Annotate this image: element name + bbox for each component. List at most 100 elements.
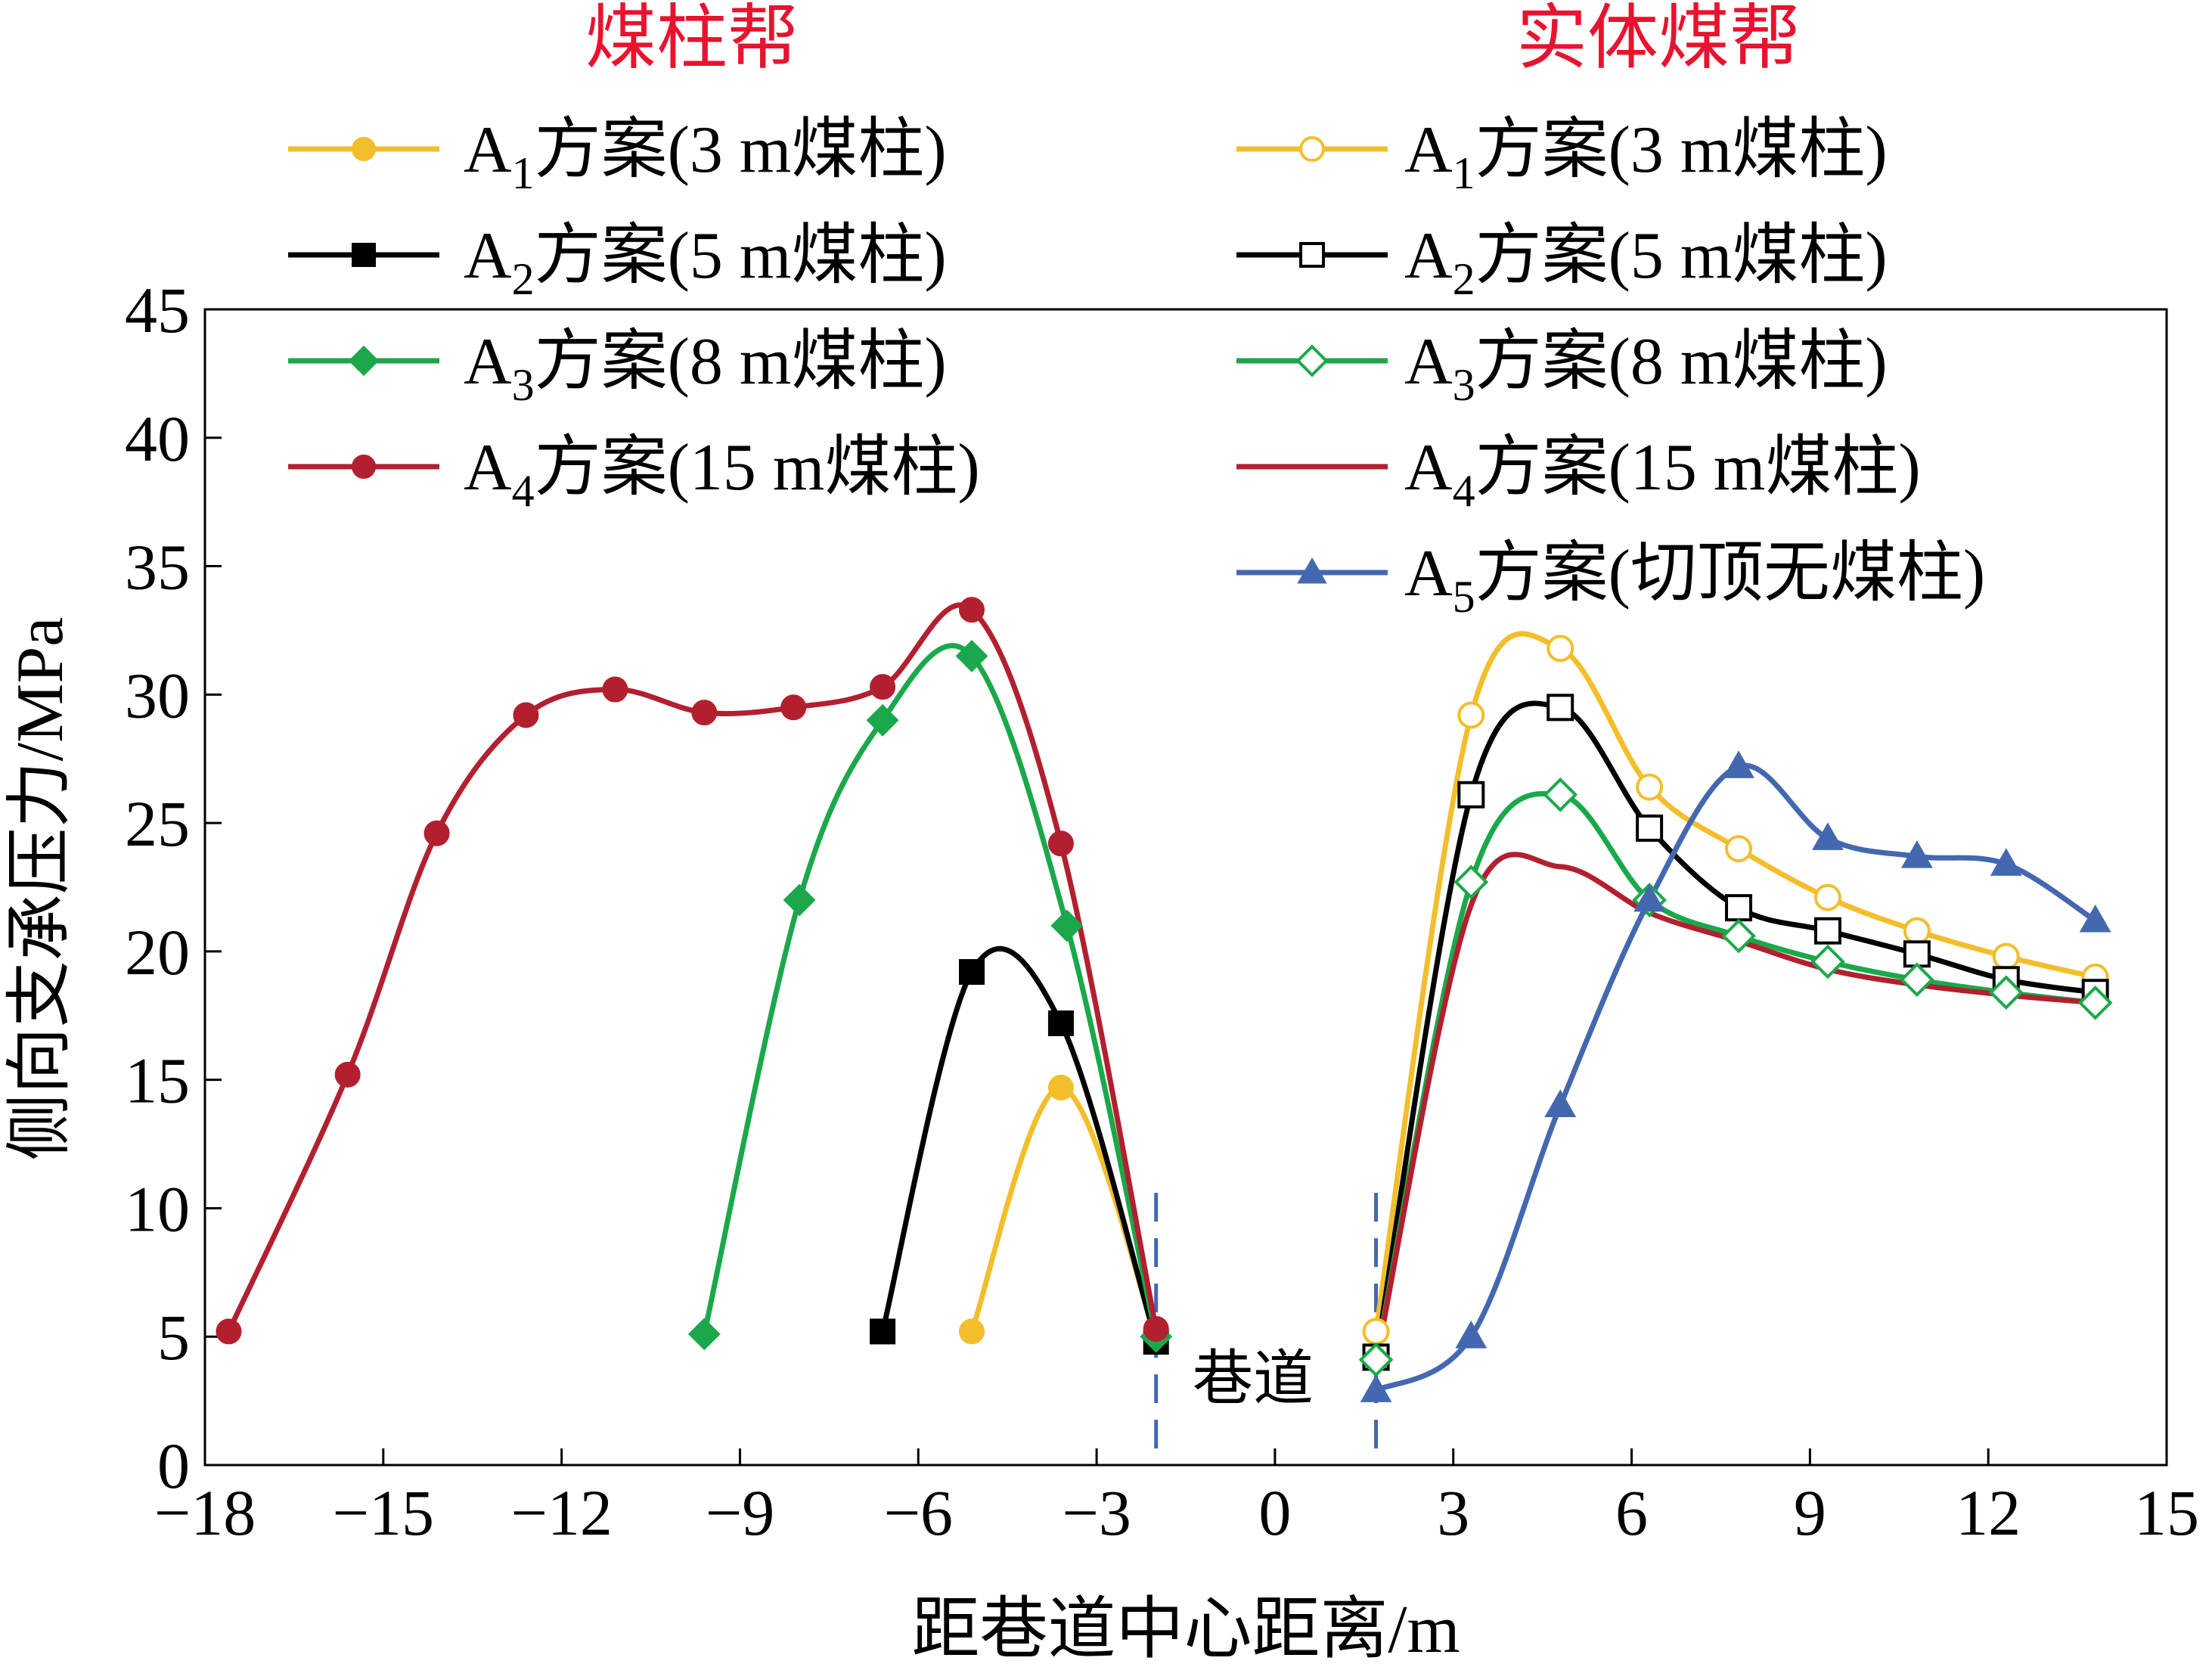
data-point-A1-solid [1636,773,1664,801]
legend-marker-A3-pillar [348,345,380,377]
data-point-A5-solid [1455,1321,1488,1349]
y-tick-label: 25 [125,787,190,860]
roadway-bounds [1154,1193,1379,1457]
y-tick-label: 5 [157,1301,190,1374]
data-point-A3-solid [1900,962,1934,998]
legend-label-A3-pillar: A3方案(8 m煤柱) [464,325,947,410]
series-curves [226,602,2097,1393]
y-tick-label: 40 [125,402,190,475]
legend-label-A1-solid: A1方案(3 m煤柱) [1404,113,1888,198]
data-point-A1-solid [1362,1318,1390,1346]
data-point-A4-pillar [334,1061,361,1088]
data-point-A4-pillar [602,676,628,703]
data-point-A4-pillar [780,694,807,721]
data-point-A5-solid [1723,750,1754,778]
data-point-A1-solid [1457,701,1485,729]
data-point-A4-pillar [1047,830,1074,857]
data-point-A4-pillar [959,597,985,623]
series-line-A5-solid [1374,762,2097,1393]
legend-label-A1-pillar: A1方案(3 m煤柱) [464,113,947,198]
legend-marker-A1-pillar [352,137,376,161]
series-line-A2-pillar [880,945,1159,1343]
data-point-A1-solid [1903,917,1931,945]
y-tick-label: 35 [125,531,190,604]
legend-marker-A4-pillar [352,455,376,479]
y-tick-label: 10 [125,1172,190,1245]
data-point-A3-pillar [687,1318,721,1351]
x-tick-label: 0 [1258,1476,1291,1549]
data-point-A2-pillar [1047,1010,1074,1036]
series-markers [216,597,2113,1402]
x-tick-label: 6 [1615,1476,1648,1549]
data-point-A2-solid [1457,781,1485,809]
legend-marker-A1-solid [1299,136,1325,162]
right-group-title: 实体煤帮 [1516,0,1801,78]
legend-marker-A2-pillar [352,243,376,267]
data-point-A5-solid [1544,1089,1577,1118]
legend-label-A5-solid: A5方案(切顶无煤柱) [1404,537,1985,622]
legend-label-A4-solid: A4方案(15 m煤柱) [1404,431,1921,516]
data-point-A2-solid [1813,917,1841,945]
x-tick-label: 15 [2134,1476,2199,1549]
data-point-A1-solid [1725,835,1753,863]
roadway-label: 巷道 [1193,1346,1314,1413]
x-tick-label: 12 [1956,1476,2021,1549]
x-tick-label: 3 [1437,1476,1469,1549]
x-axis-title: 距巷道中心距离/m [911,1592,1460,1667]
y-tick-label: 15 [125,1045,190,1117]
x-tick-label: −3 [1062,1476,1131,1549]
data-point-A5-solid [2079,904,2111,933]
x-tick-label: 9 [1794,1476,1826,1549]
data-point-A1-pillar [1047,1074,1074,1100]
data-point-A3-solid [2077,985,2113,1020]
y-tick-label: 45 [125,274,190,346]
x-tick-label: −15 [333,1476,435,1549]
data-point-A3-solid [1988,975,2024,1010]
data-point-A3-solid [1453,865,1489,900]
data-point-A5-solid [1360,1374,1392,1402]
legend-label-A3-solid: A3方案(8 m煤柱) [1404,325,1888,410]
data-point-A5-solid [1812,822,1844,850]
x-tick-label: −12 [510,1476,613,1549]
left-group-title: 煤柱帮 [585,0,799,78]
data-point-A2-pillar [870,1318,896,1345]
data-point-A1-pillar [959,1318,985,1345]
data-point-A4-pillar [870,674,896,700]
data-point-A2-solid [1725,894,1753,922]
data-point-A5-solid [1900,840,1933,868]
legend-label-A2-pillar: A2方案(5 m煤柱) [464,219,947,304]
y-tick-label: 0 [157,1430,190,1502]
series-line-A3-pillar [701,643,1159,1337]
data-point-A2-solid [1636,814,1664,842]
data-point-A5-solid [1990,848,2022,876]
legend-right: A1方案(3 m煤柱) A2方案(5 m煤柱) A3方案(8 m煤柱) A4方案(15… [1236,113,1985,622]
data-point-A1-solid [1992,942,2020,970]
data-point-A4-pillar [691,700,718,726]
data-point-A2-solid [1903,940,1931,968]
x-tick-label: −18 [154,1476,256,1549]
data-point-A3-solid [1543,777,1578,812]
data-point-A4-pillar [1143,1316,1169,1343]
axis-ticks: −18 −15 −12 −9 −6 −3 0 3 6 9 12 15 0 5 10 15 20 25 30 35 40 4… [125,274,2199,1549]
series-line-A4-solid [1373,852,2096,1363]
plot-area: −18 −15 −12 −9 −6 −3 0 3 6 9 12 15 0 5 10 15 20 25 30 35 40 4… [125,274,2199,1549]
data-point-A2-pillar [959,959,985,986]
data-point-A3-pillar [866,703,899,737]
data-point-A4-pillar [513,702,539,728]
data-point-A3-pillar [783,883,816,917]
y-tick-label: 20 [125,916,190,989]
data-point-A3-solid [1810,944,1845,979]
data-point-A1-solid [1547,635,1574,663]
plot-frame [203,308,2168,1467]
legend-left: A1方案(3 m煤柱) A2方案(5 m煤柱) A3方案(8 m煤柱) A4方案(15… [288,113,980,516]
y-axis-title: 侧向支承压力/MPa [4,617,77,1161]
x-tick-label: −6 [884,1476,954,1549]
legend-marker-A3-solid [1295,344,1329,377]
x-tick-label: −9 [706,1476,775,1549]
legend-label-A2-solid: A2方案(5 m煤柱) [1404,219,1888,304]
legend-marker-A2-solid [1299,242,1325,268]
data-point-A4-pillar [216,1318,242,1345]
legend-label-A4-pillar: A4方案(15 m煤柱) [464,431,980,516]
data-point-A3-pillar [955,639,988,672]
